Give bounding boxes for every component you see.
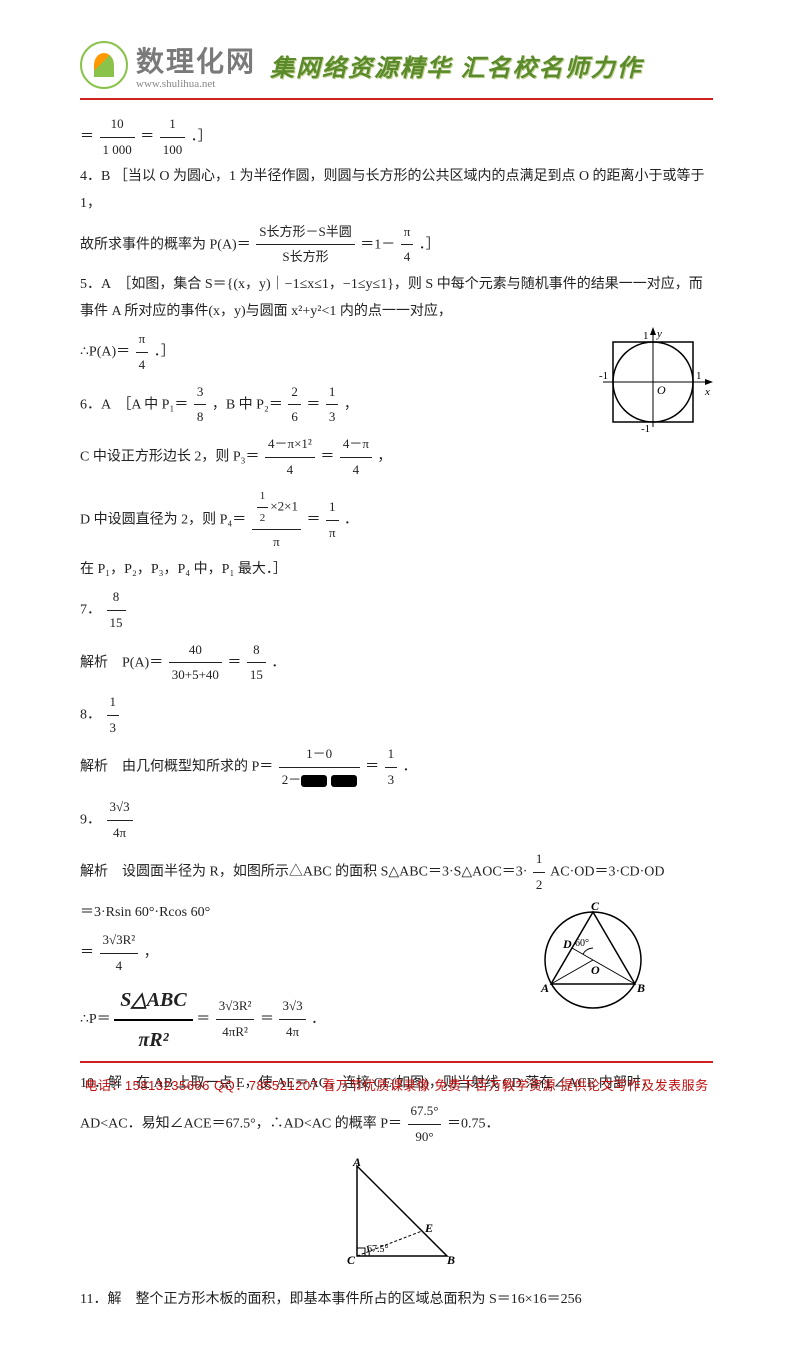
header-divider: [80, 98, 713, 100]
svg-text:C: C: [347, 1253, 356, 1267]
q10-b: AD<AC．易知∠ACE＝67.5°，∴AD<AC 的概率 P＝ 67.5°90…: [80, 1099, 713, 1149]
q11: 11．解 整个正方形木板的面积，即基本事件所占的区域总面积为 S＝16×16＝2…: [80, 1287, 713, 1314]
svg-text:A: A: [352, 1156, 361, 1169]
footer-text: 电话：15813235666 QQ：785521207 看万节优质课录像 免费下…: [80, 1075, 713, 1094]
svg-text:x: x: [704, 386, 710, 398]
svg-text:67.5°: 67.5°: [367, 1244, 389, 1255]
svg-text:C: C: [591, 900, 600, 913]
q6-c: D 中设圆直径为 2，则 P₄＝ 12×2×1 π ＝ 1π ．: [80, 486, 713, 554]
site-title-block: 数理化网 www.shulihua.net: [136, 40, 256, 90]
svg-text:1: 1: [696, 370, 702, 382]
site-header: 数理化网 www.shulihua.net 集网络资源精华 汇名校名师力作: [80, 40, 713, 90]
svg-text:-1: -1: [599, 370, 608, 382]
q7: 7． 815: [80, 585, 713, 635]
line-1: ＝ 101 000 ＝ 1100 ．］: [80, 112, 713, 162]
svg-text:O: O: [657, 383, 666, 397]
svg-text:E: E: [424, 1221, 433, 1235]
q8: 8． 13: [80, 690, 713, 740]
svg-text:B: B: [636, 981, 645, 995]
q4-text: 4．B ［当以 O 为圆心，1 为半径作圆，则圆与长方形的公共区域内的点满足到点…: [80, 164, 713, 217]
q8-ans: 解析 由几何概型知所求的 P＝ 1－0 2－ ＝ 13 ．: [80, 742, 713, 792]
svg-text:y: y: [656, 328, 662, 340]
svg-text:1: 1: [643, 330, 649, 342]
right-triangle-diagram: A B C E 67.5°: [80, 1156, 713, 1282]
q6-d: 在 P₁，P₂，P₃，P₄ 中，P₁ 最大．］: [80, 557, 713, 584]
triangle-circle-diagram: C A B D O 60°: [533, 900, 653, 1026]
q5-text: 5．A ［如图，集合 S＝{(x，y)｜−1≤x≤1，−1≤y≤1}，则 S 中…: [80, 272, 713, 325]
site-slogan: 集网络资源精华 汇名校名师力作: [270, 48, 643, 83]
svg-text:A: A: [540, 981, 549, 995]
site-name: 数理化网: [136, 40, 256, 80]
q9-a: 解析 设圆面半径为 R，如图所示△ABC 的面积 S△ABC＝3·S△AOC＝3…: [80, 847, 713, 897]
q4-formula: 故所求事件的概率为 P(A)＝ S长方形－S半圆S长方形 ＝1－ π4 ．］: [80, 220, 713, 270]
svg-text:-1: -1: [641, 423, 650, 435]
svg-text:B: B: [446, 1253, 455, 1267]
document-content: ＝ 101 000 ＝ 1100 ．］ 4．B ［当以 O 为圆心，1 为半径作…: [80, 112, 713, 1314]
logo-icon: [80, 41, 128, 89]
circle-square-diagram: y x 1 1 -1 -1 O: [593, 327, 713, 448]
footer-divider: [80, 1061, 713, 1063]
page-footer: 电话：15813235666 QQ：785521207 看万节优质课录像 免费下…: [80, 1057, 713, 1094]
svg-text:60°: 60°: [575, 938, 589, 949]
q7-ans: 解析 P(A)＝ 4030+5+40 ＝ 815 ．: [80, 638, 713, 688]
svg-text:O: O: [591, 963, 600, 977]
svg-text:D: D: [562, 937, 572, 951]
q9: 9． 3√34π: [80, 795, 713, 845]
